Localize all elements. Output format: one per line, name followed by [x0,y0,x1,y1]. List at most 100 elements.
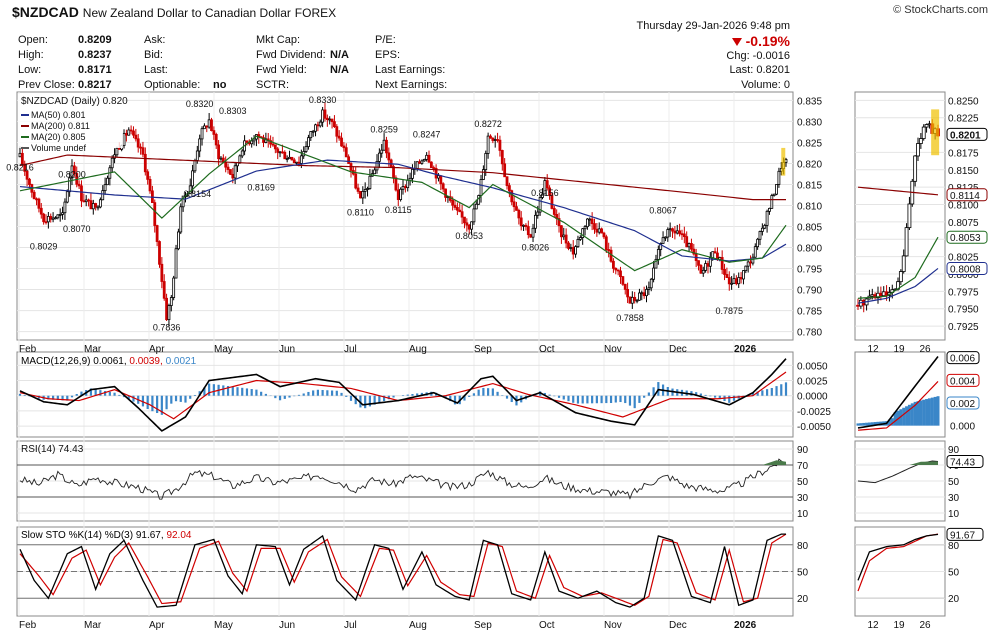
macd-histogram-bar [718,395,721,400]
candle-body [649,278,653,289]
down-arrow-icon [731,38,742,47]
stockcharts-logo[interactable]: © StockCharts.com [893,4,988,16]
macd-histogram-bar [56,395,59,401]
quote-label: P/E: [375,34,396,46]
candle-body [181,195,185,208]
side-price-axis-tick-label: 0.8075 [948,218,979,229]
macd-axis-tick-label: 0.0050 [797,361,828,372]
price-annotation: 0.8053 [455,231,483,241]
candle-body [711,251,715,259]
candle-body [425,154,429,160]
sto-title: Slow STO %K(14) %D(3) 91.67, 92.04 [21,530,192,541]
candle-body [207,119,211,128]
candle-body [453,204,457,208]
candle-body [493,139,497,141]
macd-histogram-bar [775,386,778,396]
candle-body [612,260,615,269]
candle-body [567,242,570,249]
side-macd-histogram-bar [890,418,894,426]
macd-histogram-bar [132,395,135,402]
candle-body [455,207,459,211]
candle-body [458,209,462,213]
candle-body [460,211,464,218]
side-macd-histogram-bar [919,400,923,426]
candle-body [98,199,102,208]
candle-body [470,221,473,230]
price-tag: 0.8053 [950,233,981,244]
macd-histogram-bar [449,395,452,402]
rsi-line [19,458,787,500]
macd-histogram-bar [170,395,173,404]
macd-histogram-bar [51,395,55,400]
price-axis-tick-label: 0.825 [797,138,822,149]
month-label: Feb [19,344,37,355]
side-last-bar-highlight [931,109,940,156]
price-annotation: 0.8169 [247,182,275,192]
macd-histogram-bar [624,395,627,404]
price-annotation: 0.8115 [385,205,412,215]
sto-axis-tick-label: 20 [797,594,809,605]
macd-tag: 0.004 [950,376,975,387]
candle-body [503,163,507,178]
macd-histogram-bar [373,395,376,405]
side-rsi-overbought-fill [909,461,938,465]
candle-body [198,138,202,152]
side-macd-histogram-bar [930,397,934,426]
candle-body [387,152,391,161]
candle-body [772,193,776,196]
side-price-axis-tick-label: 0.7950 [948,305,979,316]
candle-body [110,157,114,169]
candle-body [621,276,625,285]
rsi-axis-tick-label: 10 [797,509,809,520]
candle-body [177,231,180,250]
price-annotation: 0.7875 [715,306,743,316]
month-label: Jun [279,344,295,355]
price-axis-tick-label: 0.835 [797,96,822,107]
candle-body [63,201,67,214]
candle-body [597,228,601,233]
price-annotation: 0.8259 [370,125,398,135]
candle-body [720,257,724,270]
candle-body [214,133,218,146]
candle-body [68,177,72,193]
last-price: Last: 0.8201 [729,64,790,76]
candle-body [588,218,592,221]
candle-body [784,159,788,163]
candle-body [124,132,128,136]
macd-histogram-bar [122,395,126,398]
macd-histogram-bar [619,395,622,403]
change-absolute: Chg: -0.0016 [726,50,790,62]
macd-histogram-bar [553,395,556,397]
candle-body [697,260,700,266]
candle-body [533,214,537,229]
month-label: Jun [279,620,295,631]
candle-body [42,213,46,223]
macd-histogram-bar [264,393,267,396]
price-axis-tick-label: 0.795 [797,265,822,276]
macd-histogram-bar [156,395,159,414]
macd-histogram-bar [477,389,480,396]
candle-body [344,147,348,158]
candle-body [704,263,708,271]
macd-histogram-bar [562,395,565,400]
candle-body [44,221,48,224]
side-macd-histogram-bar [927,398,931,426]
price-annotation: 0.8330 [309,95,337,105]
sto-d-line [19,533,787,606]
candle-body [441,183,445,190]
candle-body [375,161,379,171]
macd-histogram-bar [236,387,239,396]
quote-date: Thursday 29-Jan-2026 9:48 pm [636,20,790,32]
side-macd-histogram-bar [862,422,866,426]
quote-label: Last: [144,64,168,76]
macd-histogram-bar [378,395,381,403]
price-title: $NZDCAD (Daily) 0.820 [21,96,128,107]
candle-body [524,224,528,227]
macd-histogram-bar [307,391,310,396]
macd-histogram-bar [633,395,636,409]
macd-tag-box [946,396,980,410]
exchange-name: FOREX [294,6,337,20]
candle-body [290,156,294,161]
macd-tag: 0.002 [950,399,975,410]
candle-body [753,246,757,258]
